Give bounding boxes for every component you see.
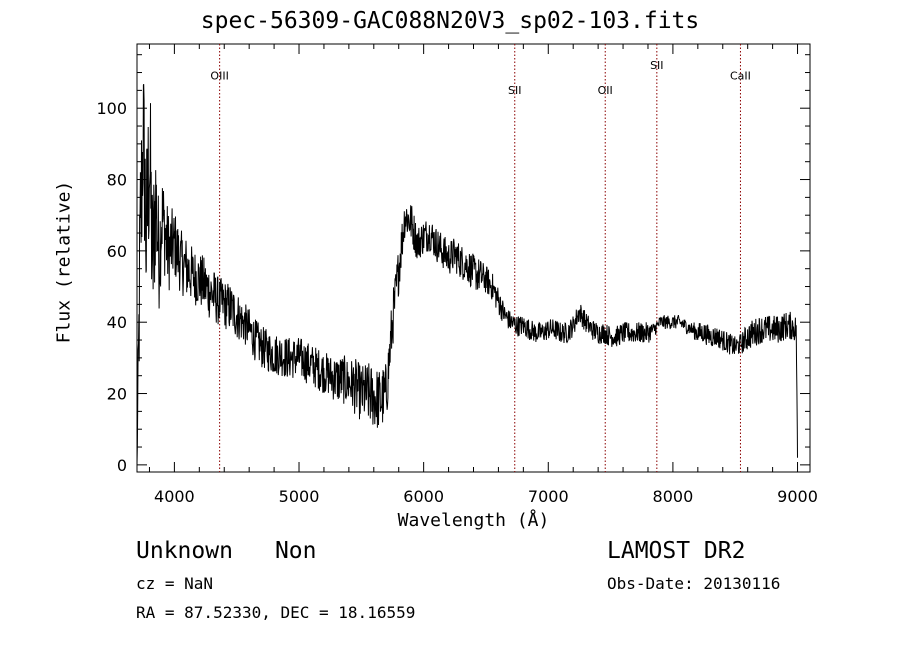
- class-label: Unknown: [136, 538, 233, 564]
- classification: Unknown Non: [136, 538, 316, 564]
- y-tick-label: 60: [107, 242, 127, 261]
- subclass-label: Non: [274, 538, 317, 564]
- axis-ticks: [137, 44, 810, 472]
- spectral-line-label: SII: [508, 84, 521, 97]
- spectral-line-label: OIII: [210, 70, 228, 83]
- y-tick-label: 40: [107, 313, 127, 332]
- x-tick-label: 9000: [777, 487, 818, 506]
- chart-title: spec-56309-GAC088N20V3_sp02-103.fits: [200, 8, 700, 34]
- coordinates-label: RA = 87.52330, DEC = 18.16559: [136, 603, 416, 622]
- y-tick-label: 80: [107, 171, 127, 190]
- x-tick-label: 4000: [154, 487, 195, 506]
- x-tick-label: 7000: [528, 487, 569, 506]
- spectral-line-label: CaII: [730, 70, 751, 83]
- x-axis-label: Wavelength (Å): [397, 510, 550, 531]
- obs-date-label: Obs-Date: 20130116: [607, 574, 781, 593]
- x-tick-label: 6000: [403, 487, 444, 506]
- x-tick-label: 8000: [653, 487, 694, 506]
- axis-tick-labels: 4000 5000 6000 7000 8000 9000 0 20 40 60 80 100: [96, 99, 817, 506]
- x-tick-label: 5000: [279, 487, 320, 506]
- survey-label: LAMOST DR2: [607, 538, 746, 564]
- spectral-line-markers: OIII SII OII SII CaII: [210, 44, 751, 472]
- y-tick-label: 20: [107, 385, 127, 404]
- spectral-line-label: OII: [598, 84, 613, 97]
- y-axis-label: Flux (relative): [53, 180, 75, 344]
- y-tick-label: 0: [117, 456, 127, 475]
- redshift-label: cz = NaN: [136, 574, 214, 593]
- spectrum-series-line: [136, 83, 798, 465]
- y-tick-label: 100: [96, 99, 127, 118]
- spectral-line-label: SII: [650, 59, 663, 72]
